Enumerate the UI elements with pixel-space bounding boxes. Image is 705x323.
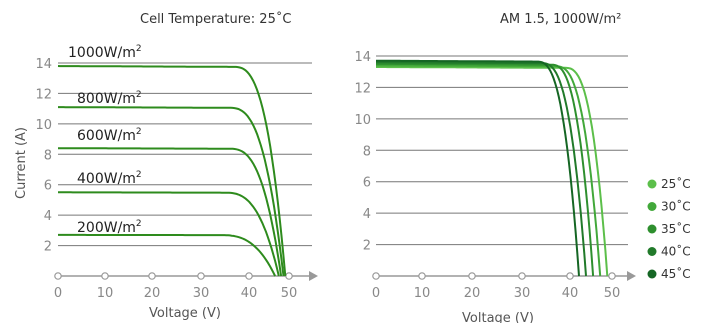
x-tick-label: 40	[562, 286, 579, 301]
x-tick-label: 20	[144, 286, 161, 301]
y-tick-labels: 2 4 6 8 10 12 14	[35, 57, 52, 255]
curve-label-superscript: 2	[136, 44, 142, 54]
chart-title: Cell Temperature: 25˚C	[140, 11, 291, 27]
x-axis-arrow	[627, 271, 636, 281]
legend-label: 45˚C	[661, 266, 691, 281]
curve-label: 600W/m2	[77, 127, 142, 144]
x-tick-label: 10	[97, 286, 114, 301]
curve-label-superscript: 2	[136, 170, 142, 180]
x-axis	[372, 271, 636, 281]
legend-swatch	[647, 247, 657, 256]
x-tick-marker	[285, 272, 293, 280]
y-tick-label: 6	[44, 179, 52, 194]
x-tick-marker	[518, 272, 526, 280]
series-line	[376, 64, 602, 277]
legend-label: 35˚C	[661, 221, 691, 236]
y-tick-label: 2	[44, 240, 52, 255]
x-tick-label: 30	[193, 286, 210, 301]
legend-swatch	[647, 269, 657, 279]
gridlines	[58, 62, 312, 247]
curve-label: 400W/m2	[77, 170, 142, 187]
curve-label-text: 400W/m	[77, 171, 136, 187]
legend-swatch	[647, 224, 657, 234]
x-tick-marker	[418, 272, 426, 280]
x-tick-marker	[197, 272, 205, 280]
curve-label: 800W/m2	[77, 90, 142, 107]
x-tick-label: 0	[372, 286, 380, 301]
series-line	[376, 62, 595, 277]
y-tick-label: 10	[35, 118, 52, 133]
series-line	[57, 65, 287, 277]
curve-label-text: 600W/m	[77, 128, 136, 144]
x-tick-labels: 0 10 20 30 40 50	[54, 286, 297, 301]
x-tick-label: 20	[464, 286, 481, 301]
x-tick-label: 0	[54, 286, 62, 301]
x-tick-marker	[148, 272, 156, 280]
y-tick-labels: 2 4 6 8 10 12 14	[354, 50, 371, 254]
series-line	[376, 59, 580, 277]
series-line	[376, 66, 609, 277]
y-tick-label: 4	[363, 207, 371, 222]
curve-label-superscript: 2	[136, 219, 142, 229]
x-axis	[54, 271, 318, 281]
x-tick-label: 40	[241, 286, 258, 301]
curve-label-text: 1000W/m	[68, 45, 136, 61]
series-line	[58, 233, 276, 277]
y-tick-label: 14	[35, 57, 52, 72]
curve-label: 200W/m2	[77, 219, 142, 236]
y-tick-label: 14	[354, 50, 371, 65]
y-tick-label: 2	[363, 239, 371, 254]
x-tick-marker	[566, 272, 574, 280]
y-tick-label: 10	[354, 113, 371, 128]
series-line	[58, 191, 280, 277]
x-tick-marker	[608, 272, 616, 280]
gridlines	[376, 55, 628, 246]
curve-label-text: 800W/m	[77, 91, 136, 107]
legend: 25˚C 30˚C 35˚C 40˚C 45˚C	[647, 176, 691, 281]
x-tick-marker	[101, 272, 109, 280]
x-tick-labels: 0 10 20 30 40 50	[372, 286, 620, 301]
series-group	[376, 59, 609, 277]
y-tick-label: 12	[354, 81, 371, 96]
y-tick-label: 8	[363, 144, 371, 159]
legend-label: 25˚C	[661, 176, 691, 191]
x-tick-label: 10	[414, 286, 431, 301]
legend-label: 40˚C	[661, 244, 691, 259]
legend-label: 30˚C	[661, 199, 691, 214]
series-group	[57, 65, 287, 277]
x-tick-marker	[468, 272, 476, 280]
y-axis-label: Current (A)	[14, 127, 29, 199]
x-tick-label: 30	[514, 286, 531, 301]
series-line	[58, 147, 283, 277]
legend-swatch	[647, 179, 657, 189]
x-tick-marker	[245, 272, 253, 280]
curve-label-superscript: 2	[136, 90, 142, 100]
x-tick-label: 50	[604, 286, 621, 301]
x-tick-marker	[54, 272, 62, 280]
curve-label-superscript: 2	[136, 127, 142, 137]
series-line	[376, 61, 587, 277]
x-tick-marker	[372, 272, 380, 280]
y-tick-label: 6	[363, 176, 371, 191]
curve-label-text: 200W/m	[77, 220, 136, 236]
legend-swatch	[647, 202, 657, 211]
y-tick-label: 4	[44, 209, 52, 224]
x-axis-label: Voltage (V)	[462, 311, 534, 323]
y-tick-label: 8	[44, 148, 52, 163]
x-tick-label: 50	[281, 286, 298, 301]
chart-title: AM 1.5, 1000W/m²	[500, 12, 621, 27]
chart-irradiance: Cell Temperature: 25˚C 2 4 6 8 10 12 14 0 10 20 3…	[14, 11, 318, 321]
y-tick-label: 12	[35, 87, 52, 102]
curve-label: 1000W/m2	[68, 44, 142, 61]
x-axis-arrow	[309, 271, 318, 281]
x-axis-label: Voltage (V)	[149, 306, 221, 321]
series-line	[58, 106, 285, 277]
